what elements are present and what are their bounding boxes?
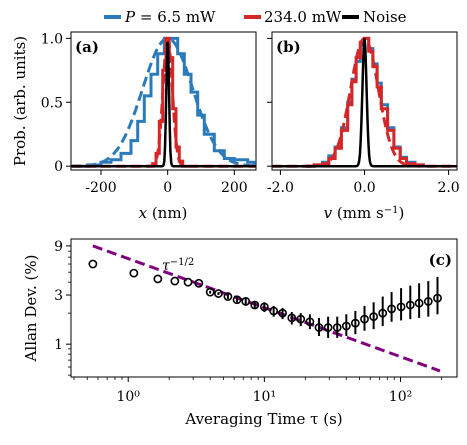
panel-c-point: [369, 312, 379, 322]
panel-c-xtick-label: 10¹: [253, 389, 276, 405]
panel-c-point: [387, 304, 396, 314]
panel-c-point: [214, 289, 223, 298]
panel-c-xtick-label: 10²: [389, 389, 412, 405]
panel-c-point: [129, 268, 139, 278]
panel-b-xlabel: v (mm s−1): [324, 204, 405, 222]
legend-label-blue: P = 6.5 mW: [124, 8, 216, 26]
panel-c-point: [405, 300, 415, 310]
panel-c-point: [223, 292, 233, 301]
panel-b: -2.0 0.0 2.0 (b) v (mm s−1): [267, 31, 460, 222]
panel-c-point: [433, 293, 442, 303]
panel-c-point: [170, 276, 180, 286]
panel-c-point: [278, 308, 287, 318]
panel-a-ylabel: Prob. (arb. units): [11, 36, 29, 166]
panel-b-series-3: [272, 38, 457, 168]
panel-c-annotation: τ−1/2: [162, 257, 194, 275]
panel-c-point: [250, 300, 260, 310]
panel-c-xlabel: Averaging Time τ (s): [184, 410, 342, 428]
panel-c-point: [314, 323, 324, 332]
panel-c-ytick-label: 9: [54, 239, 63, 255]
panel-b-xtick-label: 2.0: [437, 180, 459, 196]
panel-c-point: [305, 317, 315, 327]
panel-b-xtick-label: -2.0: [267, 180, 294, 196]
panel-c: 10⁰ 10¹ 10² 1 3 9 (c) τ−1/2 Allan Dev. (%) Av…: [22, 238, 458, 428]
panel-a-label: (a): [75, 38, 99, 56]
panel-c-reference-line: [92, 244, 441, 373]
panel-c-point: [183, 277, 193, 287]
panel-c-point: [269, 306, 279, 316]
panel-c-point: [287, 313, 297, 323]
legend-label-red: 234.0 mW: [264, 8, 342, 26]
panel-a-ytick-label: 1.0: [41, 31, 63, 47]
panel-a-ytick-label: 0.5: [41, 95, 63, 111]
panel-c-label: (c): [429, 251, 452, 269]
panel-a: -200 0 200 0 0.5 1.0 (a) Prob. (arb. units) x…: [11, 31, 257, 222]
panel-a-frame: [70, 31, 257, 171]
panel-c-point: [332, 323, 342, 332]
panel-b-label: (b): [276, 38, 301, 56]
panel-c-xtick-label: 10⁰: [116, 389, 140, 405]
panel-c-point: [241, 297, 251, 306]
panel-c-point: [153, 274, 163, 284]
panel-c-point: [232, 295, 242, 305]
panel-c-point: [341, 321, 351, 331]
panel-c-ytick-label: 3: [54, 288, 63, 304]
panel-c-point: [378, 308, 388, 318]
panel-c-point: [259, 302, 269, 312]
panel-c-point: [396, 302, 406, 312]
panel-c-point: [414, 298, 424, 308]
panel-c-point: [194, 278, 204, 288]
legend-label-black: Noise: [363, 8, 407, 26]
panel-a-xtick-label: -200: [85, 180, 116, 196]
panel-c-ytick-label: 1: [54, 337, 63, 353]
panel-c-point: [88, 259, 98, 269]
panel-c-point: [323, 323, 333, 332]
panel-a-xtick-label: 200: [221, 180, 248, 196]
panel-c-ylabel: Allan Dev. (%): [22, 255, 40, 363]
panel-a-series-1: [71, 36, 256, 168]
panel-c-point: [296, 314, 306, 324]
panel-c-point: [205, 287, 215, 297]
panel-a-ytick-label: 0: [54, 159, 63, 175]
panel-b-xtick-label: 0.0: [353, 180, 375, 196]
legend: P = 6.5 mW 234.0 mW Noise: [104, 8, 407, 26]
panel-c-point: [360, 314, 369, 324]
panel-a-series-4: [71, 41, 256, 168]
panel-a-xtick-label: 0: [163, 180, 172, 196]
panel-c-point: [423, 297, 433, 306]
panel-c-point: [350, 318, 360, 328]
panel-a-xlabel: x (nm): [139, 204, 188, 222]
